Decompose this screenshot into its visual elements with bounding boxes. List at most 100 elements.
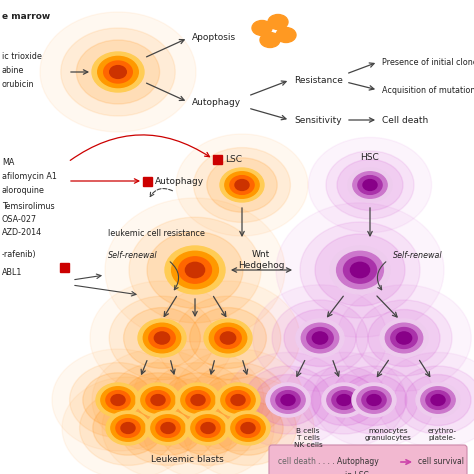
Ellipse shape	[176, 383, 220, 417]
Text: Sensitivity: Sensitivity	[294, 116, 342, 125]
Ellipse shape	[244, 366, 332, 434]
Ellipse shape	[405, 374, 471, 426]
Ellipse shape	[142, 377, 274, 474]
Ellipse shape	[276, 27, 296, 43]
Ellipse shape	[62, 377, 194, 474]
Ellipse shape	[102, 377, 234, 474]
Text: B cells
T cells
NK cells: B cells T cells NK cells	[293, 428, 322, 448]
Ellipse shape	[421, 387, 455, 413]
Ellipse shape	[230, 176, 254, 194]
Ellipse shape	[172, 251, 219, 289]
Ellipse shape	[337, 394, 351, 405]
Ellipse shape	[191, 394, 205, 405]
Ellipse shape	[309, 137, 432, 233]
Ellipse shape	[255, 374, 321, 426]
Ellipse shape	[213, 401, 283, 455]
Ellipse shape	[155, 332, 170, 344]
Bar	[143, 177, 152, 186]
Ellipse shape	[116, 419, 140, 438]
Text: -rafenib): -rafenib)	[2, 250, 36, 259]
Ellipse shape	[394, 366, 474, 434]
Ellipse shape	[220, 332, 236, 344]
Ellipse shape	[40, 12, 196, 132]
Ellipse shape	[52, 349, 184, 451]
Ellipse shape	[173, 401, 243, 455]
Ellipse shape	[121, 422, 135, 433]
Text: abine: abine	[2, 66, 24, 75]
Ellipse shape	[96, 383, 140, 417]
Ellipse shape	[281, 394, 295, 405]
Ellipse shape	[268, 15, 288, 29]
Ellipse shape	[201, 422, 215, 433]
Text: Wnt
Hedgehog: Wnt Hedgehog	[238, 250, 284, 270]
Ellipse shape	[133, 401, 203, 455]
Ellipse shape	[252, 20, 272, 36]
Ellipse shape	[190, 363, 286, 438]
Ellipse shape	[210, 323, 247, 353]
Text: ic trioxide: ic trioxide	[2, 52, 42, 61]
Ellipse shape	[101, 387, 135, 413]
Text: OSA-027: OSA-027	[2, 215, 37, 224]
Ellipse shape	[391, 328, 417, 348]
Ellipse shape	[330, 366, 418, 434]
Text: AZD-2014: AZD-2014	[2, 228, 42, 237]
Ellipse shape	[76, 40, 160, 104]
Ellipse shape	[182, 377, 314, 474]
Ellipse shape	[179, 257, 211, 283]
Ellipse shape	[129, 217, 261, 323]
Ellipse shape	[92, 349, 224, 451]
Ellipse shape	[136, 383, 180, 417]
Text: Autophagy: Autophagy	[192, 98, 241, 107]
Text: LSC: LSC	[225, 155, 242, 164]
Ellipse shape	[300, 222, 420, 318]
Ellipse shape	[362, 391, 386, 410]
Ellipse shape	[193, 147, 291, 222]
Ellipse shape	[426, 391, 450, 410]
Ellipse shape	[70, 363, 166, 438]
Ellipse shape	[151, 415, 185, 441]
Text: Temsirolimus: Temsirolimus	[2, 202, 55, 211]
Ellipse shape	[332, 391, 356, 410]
Ellipse shape	[226, 391, 250, 410]
Ellipse shape	[341, 374, 407, 426]
Ellipse shape	[143, 323, 181, 353]
Text: MA: MA	[2, 158, 14, 167]
Ellipse shape	[231, 394, 245, 405]
Ellipse shape	[431, 394, 445, 405]
Ellipse shape	[146, 391, 170, 410]
Ellipse shape	[276, 391, 300, 410]
Ellipse shape	[93, 401, 163, 455]
Ellipse shape	[61, 28, 175, 116]
Ellipse shape	[156, 419, 180, 438]
Ellipse shape	[80, 391, 176, 465]
Ellipse shape	[276, 203, 444, 337]
Text: orubicin: orubicin	[2, 80, 35, 89]
Ellipse shape	[215, 328, 241, 348]
Ellipse shape	[190, 308, 266, 368]
Ellipse shape	[165, 246, 225, 294]
Ellipse shape	[326, 151, 414, 219]
Ellipse shape	[266, 383, 310, 417]
Text: Leukemic blasts: Leukemic blasts	[151, 456, 223, 465]
Ellipse shape	[161, 422, 175, 433]
Text: cell survival: cell survival	[418, 457, 464, 466]
Ellipse shape	[83, 373, 153, 427]
Ellipse shape	[163, 373, 233, 427]
Ellipse shape	[149, 328, 175, 348]
Ellipse shape	[216, 383, 260, 417]
Ellipse shape	[124, 308, 201, 368]
Ellipse shape	[363, 180, 377, 191]
Ellipse shape	[185, 262, 205, 278]
Ellipse shape	[368, 310, 440, 366]
Ellipse shape	[104, 61, 132, 83]
Ellipse shape	[151, 394, 165, 405]
Text: erythro-
platele-: erythro- platele-	[428, 428, 456, 441]
Ellipse shape	[181, 387, 215, 413]
Ellipse shape	[236, 419, 260, 438]
Ellipse shape	[352, 383, 396, 417]
Ellipse shape	[109, 65, 126, 78]
Ellipse shape	[283, 352, 406, 447]
Text: Self-renewal: Self-renewal	[108, 252, 158, 261]
Ellipse shape	[271, 387, 305, 413]
Ellipse shape	[90, 281, 234, 395]
